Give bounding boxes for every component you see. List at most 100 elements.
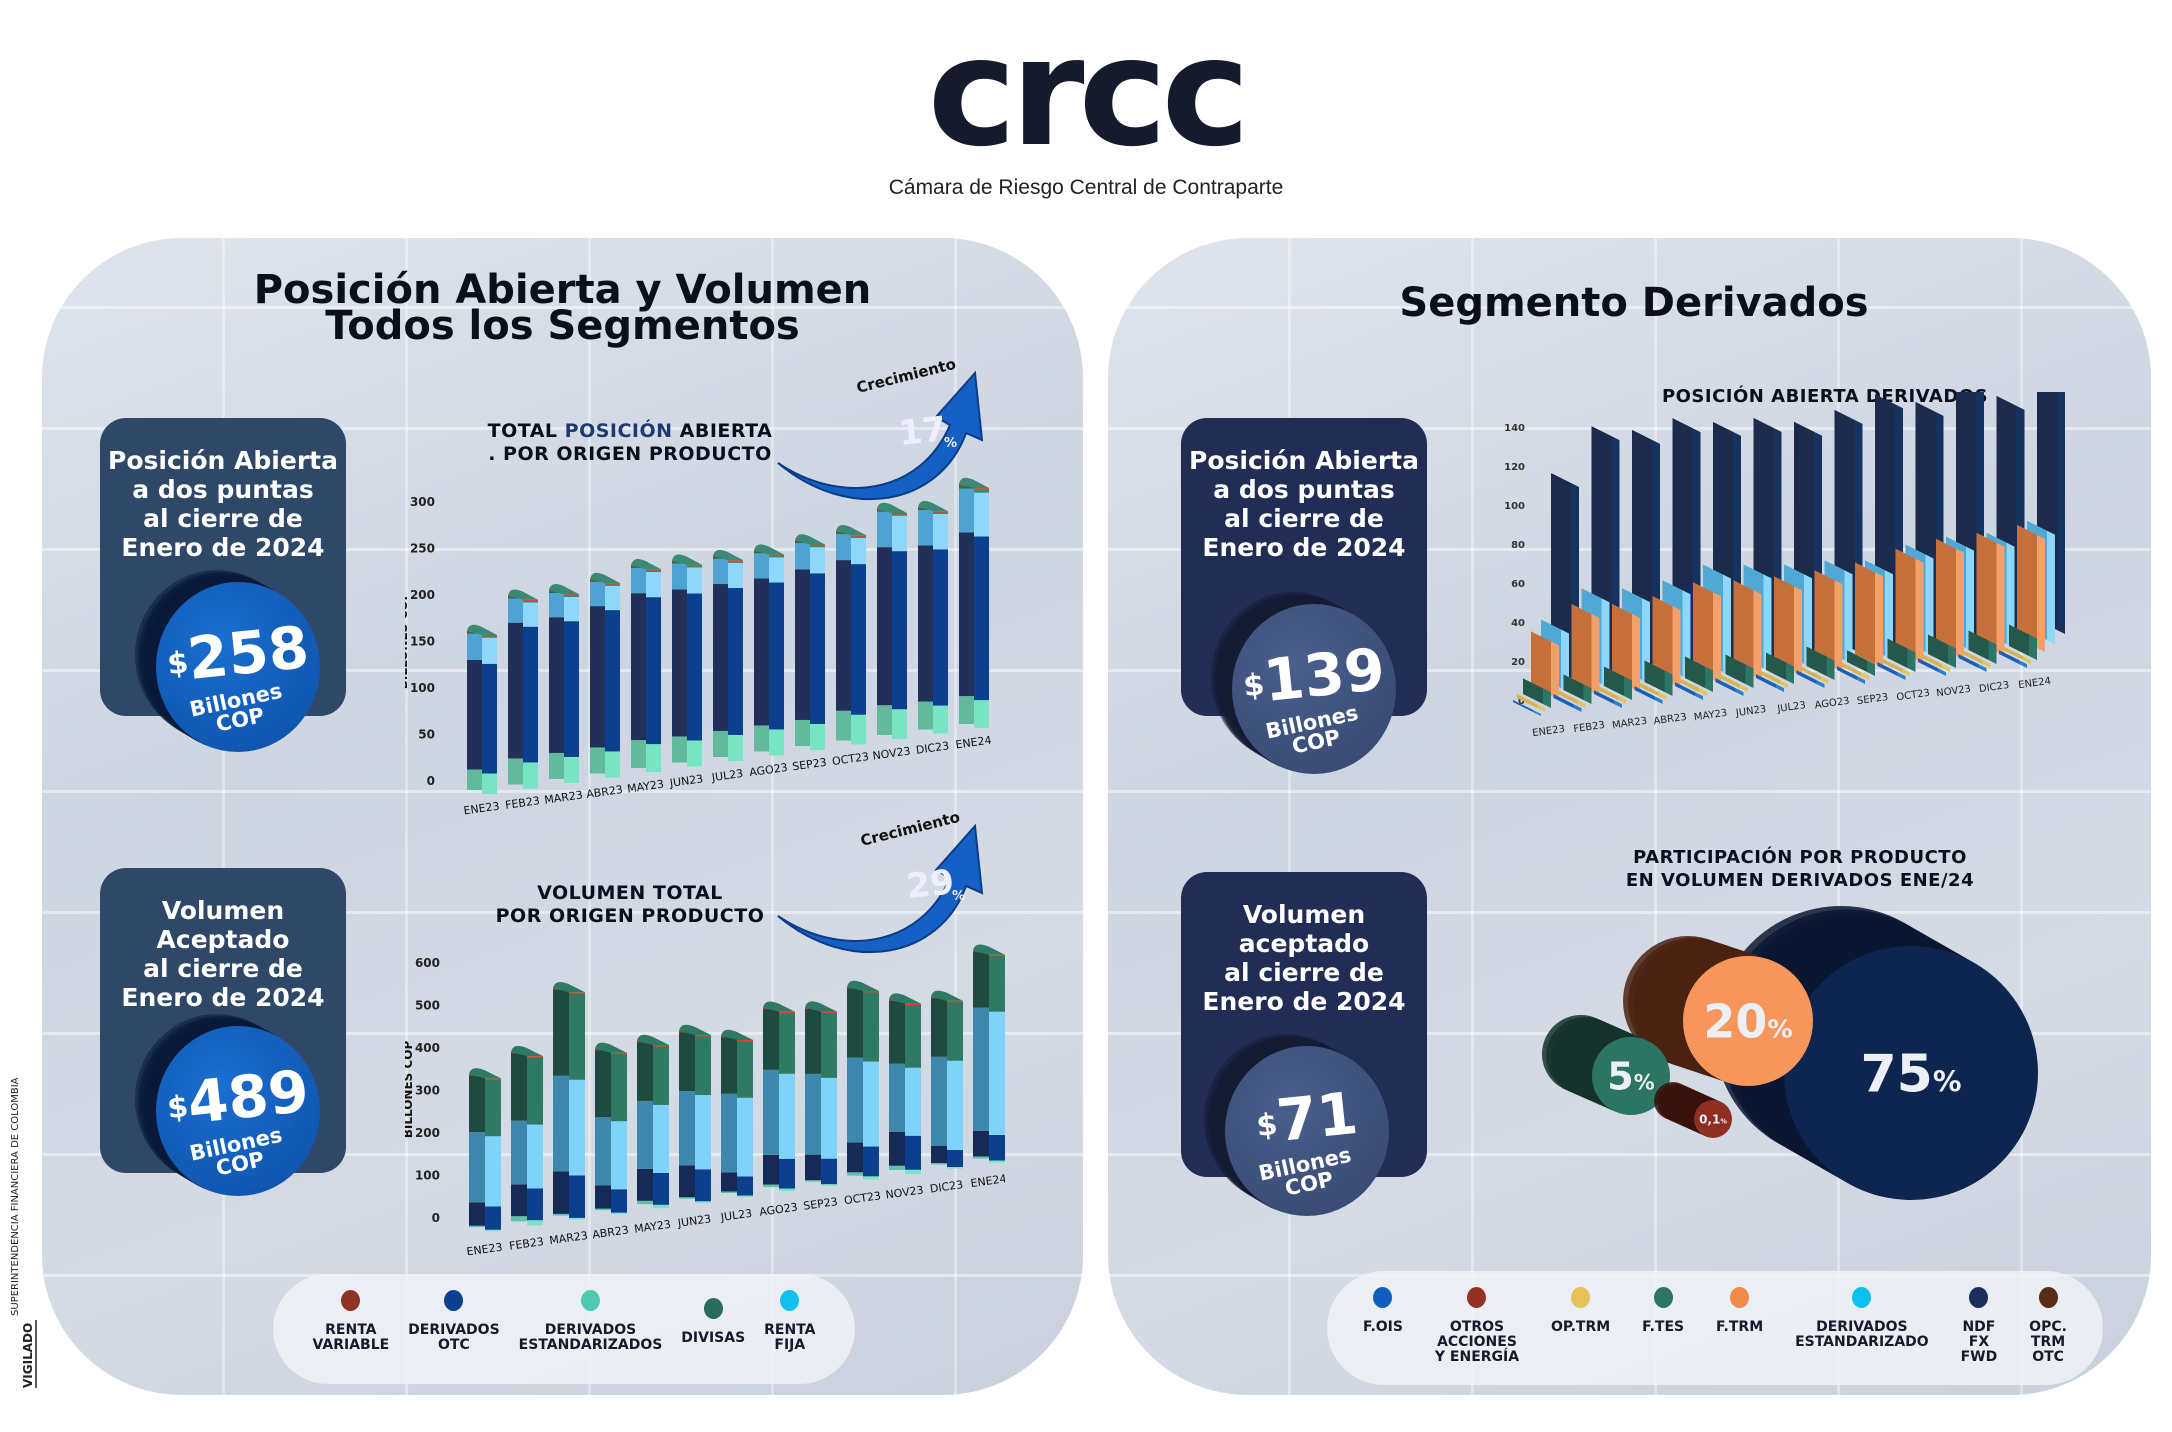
bar-segment-face [933, 705, 948, 734]
x-tick-label: MAR23 [1611, 716, 1647, 732]
bar-segment-face [737, 1176, 753, 1196]
x-tick-label: NOV23 [1936, 684, 1972, 700]
legend-label: RENTA [325, 1322, 377, 1338]
legend-label: F.OIS [1362, 1319, 1403, 1335]
bubble-otros-acciones-y-energ-a: 0,1% [1654, 1082, 1732, 1138]
legend-dot-icon [1467, 1287, 1487, 1308]
bar-segment-face [933, 514, 948, 550]
bar-segment-renta-fija [805, 1073, 821, 1155]
legend-label: RENTA [764, 1322, 816, 1338]
bar-segment-derivados-estandarizados [631, 740, 646, 768]
bar-side [1786, 662, 1794, 684]
bar-f-tes [1563, 674, 1584, 700]
bar-side [1816, 680, 1825, 688]
bar-segment-face [646, 570, 661, 573]
bar-cap [877, 502, 907, 514]
legend-dot-icon [444, 1290, 464, 1311]
bar-group-ene23 [1513, 473, 1579, 716]
bar-cap [836, 525, 866, 536]
bar-side [1699, 688, 1707, 696]
bar-segment-face [527, 1220, 543, 1226]
bar-segment-face [769, 554, 784, 557]
legend-label: DERIVADOS [1816, 1319, 1908, 1335]
bar-segment-face [989, 954, 1005, 957]
bar-segment-renta-fija [553, 1075, 569, 1172]
bar-op-trm [1517, 694, 1537, 708]
bar-side [1624, 676, 1632, 700]
bar-segment-face [892, 513, 907, 515]
bar-segment-divisas [973, 951, 989, 1008]
bar-segment-face [611, 1052, 627, 1055]
bar-segment-face [737, 1039, 753, 1042]
x-tick-label: AGO23 [1814, 696, 1850, 712]
bar-segment-face [523, 602, 538, 627]
bar-segment-face [933, 549, 948, 706]
bar-segment-face [527, 1056, 543, 1125]
bar-cap [467, 624, 497, 635]
bar-side [1723, 574, 1731, 676]
bar-ago23 [754, 544, 784, 756]
bar-segment-derivados-otc [590, 606, 605, 748]
box-line: al cierre de [1224, 958, 1384, 987]
bar-op-trm [1760, 670, 1780, 684]
bar-dic23 [931, 990, 963, 1169]
bar-segment-renta-fija [595, 1117, 611, 1186]
bar-jun23 [672, 554, 702, 767]
bubble-f-trm: 20% [1623, 936, 1813, 1086]
bar-segment-derivados-estandarizados [959, 696, 974, 724]
bar-segment-face [482, 773, 497, 794]
bar-segment-face [695, 1035, 711, 1037]
bar-segment-face [737, 1097, 753, 1177]
bar-op-trm [1841, 662, 1861, 676]
box-line: al cierre de [143, 954, 303, 983]
participation-bubble-chart: 75% 20%5% 0,1% [1542, 906, 2038, 1200]
bar-segment-divisas [511, 1052, 527, 1121]
x-tick-label: ENE24 [2018, 676, 2052, 691]
bar-segment-face [695, 1035, 711, 1095]
legend-item: RENTA FIJA [764, 1290, 816, 1353]
bar-segment-face [974, 536, 989, 701]
bar-segment-derivados-estandarizados [549, 752, 564, 779]
bar-side [1982, 660, 1991, 668]
bar-side [1857, 676, 1865, 684]
bar-segment-face [947, 1060, 963, 1151]
bar-segment-divisas [931, 997, 947, 1057]
legend-item: NDF FX FWD [1961, 1287, 1997, 1365]
bar-segment-face [947, 1001, 963, 1061]
bar-side [2019, 660, 2027, 668]
bar-f-trm [1612, 603, 1632, 688]
bar-segment-face [687, 567, 702, 594]
bar-f-ois [1958, 654, 1979, 668]
bar-segment-face [569, 1079, 585, 1176]
bar-cap [721, 1029, 753, 1040]
bar-segment-face [485, 1078, 501, 1080]
bar-segment-face [769, 729, 784, 756]
bar-segment-face [695, 1169, 711, 1202]
x-tick-label: OCT23 [1896, 688, 1931, 704]
bubble-face [1694, 1100, 1732, 1138]
bar-cap [469, 1068, 501, 1079]
legend-dot-icon [580, 1290, 600, 1311]
bar-side [1875, 572, 1883, 668]
bar-segment-renta-fija [467, 633, 482, 660]
bar-segment-derivados-otc [679, 1165, 695, 1198]
bar-segment-face [974, 492, 989, 537]
growth-value: 17 [897, 409, 948, 454]
bar-segment-renta-fija [672, 563, 687, 590]
bar-segment-face [611, 1212, 627, 1215]
y-tick-label: 60 [1511, 579, 1525, 590]
bar-ene23 [467, 624, 497, 794]
bar-cap [590, 572, 620, 584]
bar-side [1654, 696, 1663, 704]
x-tick-label: MAY23 [633, 1218, 671, 1236]
legend-label: OTC [438, 1337, 470, 1353]
bar-op-trm [1800, 666, 1821, 680]
box-line: a dos puntas [132, 475, 314, 504]
bar-segment-derivados-otc [508, 622, 523, 759]
growth-arrow-icon [777, 370, 984, 501]
bar-segment-face [569, 1175, 585, 1218]
legend-dot-icon [1730, 1287, 1750, 1308]
bar-segment-face [933, 511, 948, 513]
y-tick-label: 400 [415, 1041, 440, 1055]
bar-side [1682, 590, 1691, 680]
